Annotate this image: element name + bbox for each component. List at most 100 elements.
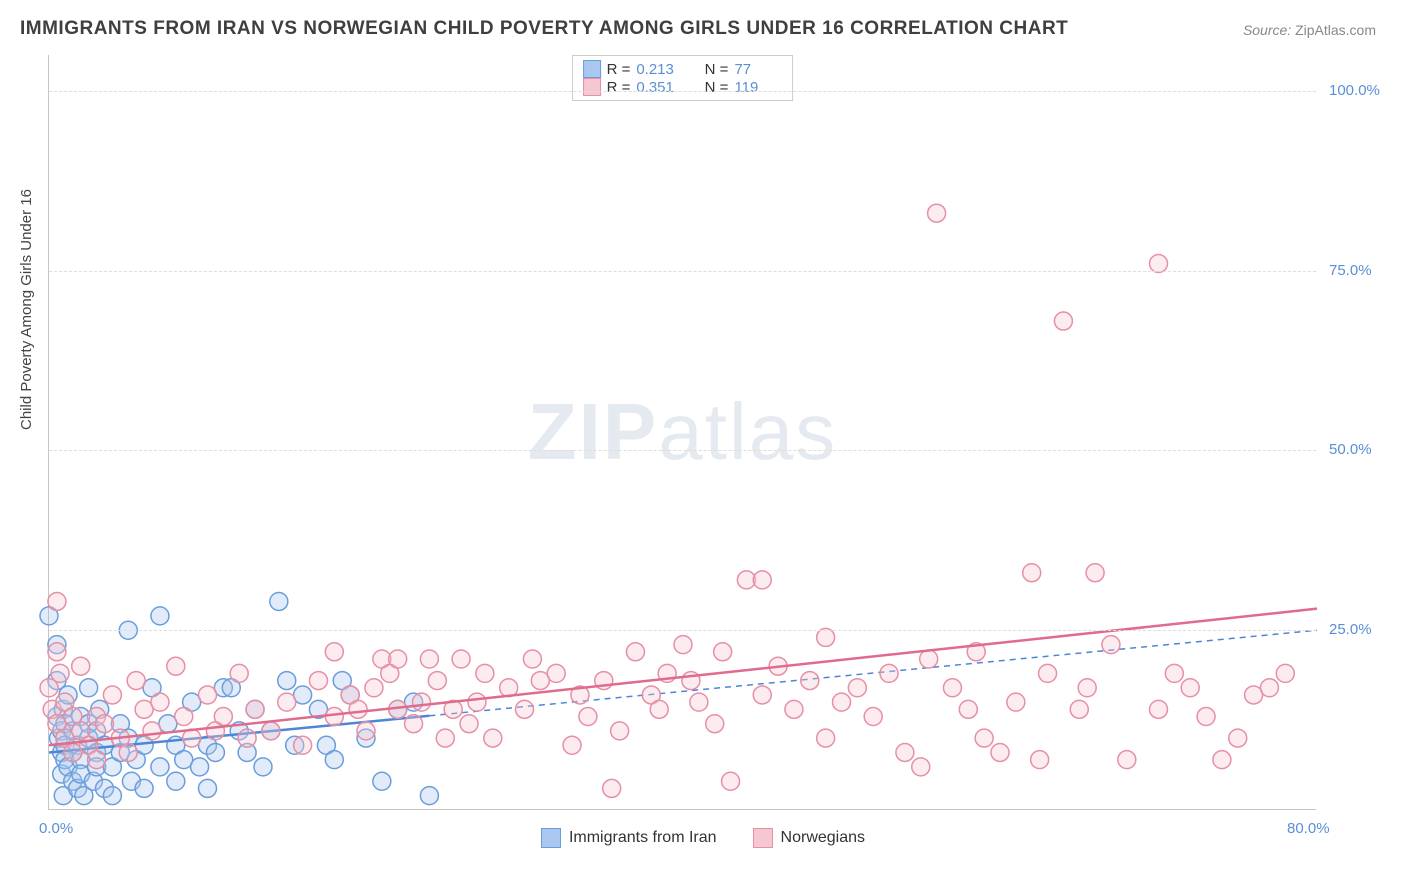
data-point	[349, 700, 367, 718]
data-point	[975, 729, 993, 747]
data-point	[476, 664, 494, 682]
chart-container: IMMIGRANTS FROM IRAN VS NORWEGIAN CHILD …	[0, 0, 1406, 892]
data-point	[135, 779, 153, 797]
data-point	[214, 708, 232, 726]
data-point	[412, 693, 430, 711]
source-attribution: Source: ZipAtlas.com	[1243, 22, 1376, 38]
legend-swatch	[583, 60, 601, 78]
legend-item: Immigrants from Iran	[541, 828, 717, 848]
legend-row: R = 0.351 N = 119	[583, 78, 783, 96]
data-point	[1276, 664, 1294, 682]
data-point	[199, 686, 217, 704]
data-point	[51, 664, 69, 682]
legend-r-value: 0.213	[636, 61, 684, 78]
legend-r-key: R =	[607, 79, 631, 96]
data-point	[523, 650, 541, 668]
data-point	[88, 751, 106, 769]
data-point	[167, 657, 185, 675]
y-tick-label: 100.0%	[1329, 82, 1380, 99]
data-point	[246, 700, 264, 718]
data-point	[373, 772, 391, 790]
data-point	[722, 772, 740, 790]
data-point	[920, 650, 938, 668]
data-point	[1086, 564, 1104, 582]
data-point	[452, 650, 470, 668]
data-point	[801, 672, 819, 690]
data-point	[80, 679, 98, 697]
legend-n-value: 119	[734, 79, 782, 96]
correlation-legend: R = 0.213 N = 77R = 0.351 N = 119	[572, 55, 794, 101]
data-point	[1165, 664, 1183, 682]
legend-r-value: 0.351	[636, 79, 684, 96]
data-point	[1150, 700, 1168, 718]
data-point	[848, 679, 866, 697]
data-point	[991, 743, 1009, 761]
data-point	[103, 787, 121, 805]
series-legend: Immigrants from Iran Norwegians	[0, 828, 1406, 853]
data-point	[405, 715, 423, 733]
data-point	[72, 657, 90, 675]
data-point	[167, 772, 185, 790]
source-label: Source:	[1243, 22, 1291, 38]
data-point	[1118, 751, 1136, 769]
data-point	[262, 722, 280, 740]
data-point	[674, 636, 692, 654]
y-tick-label: 25.0%	[1329, 621, 1372, 638]
data-point	[753, 686, 771, 704]
data-point	[468, 693, 486, 711]
data-point	[959, 700, 977, 718]
scatter-plot: ZIPatlas R = 0.213 N = 77R = 0.351 N = 1…	[48, 55, 1316, 810]
data-point	[896, 743, 914, 761]
data-point	[1213, 751, 1231, 769]
data-point	[278, 693, 296, 711]
data-point	[151, 758, 169, 776]
data-point	[943, 679, 961, 697]
data-point	[1260, 679, 1278, 697]
gridline	[49, 630, 1316, 631]
chart-title: IMMIGRANTS FROM IRAN VS NORWEGIAN CHILD …	[20, 18, 1068, 40]
plot-svg	[49, 55, 1316, 809]
legend-n-key: N =	[705, 79, 729, 96]
legend-n-value: 77	[734, 61, 782, 78]
data-point	[436, 729, 454, 747]
data-point	[238, 729, 256, 747]
legend-item: Norwegians	[753, 828, 865, 848]
data-point	[714, 643, 732, 661]
data-point	[1197, 708, 1215, 726]
legend-swatch	[583, 78, 601, 96]
legend-row: R = 0.213 N = 77	[583, 60, 783, 78]
data-point	[1031, 751, 1049, 769]
data-point	[151, 693, 169, 711]
data-point	[175, 708, 193, 726]
data-point	[611, 722, 629, 740]
data-point	[547, 664, 565, 682]
data-point	[484, 729, 502, 747]
data-point	[127, 672, 145, 690]
data-point	[460, 715, 478, 733]
data-point	[325, 643, 343, 661]
data-point	[1181, 679, 1199, 697]
data-point	[817, 729, 835, 747]
data-point	[199, 779, 217, 797]
gridline	[49, 91, 1316, 92]
data-point	[1102, 636, 1120, 654]
data-point	[603, 779, 621, 797]
data-point	[357, 722, 375, 740]
data-point	[690, 693, 708, 711]
legend-swatch	[541, 828, 561, 848]
data-point	[1007, 693, 1025, 711]
data-point	[785, 700, 803, 718]
data-point	[1078, 679, 1096, 697]
data-point	[294, 736, 312, 754]
data-point	[270, 592, 288, 610]
data-point	[626, 643, 644, 661]
data-point	[1039, 664, 1057, 682]
data-point	[230, 664, 248, 682]
data-point	[119, 743, 137, 761]
data-point	[1023, 564, 1041, 582]
data-point	[325, 751, 343, 769]
data-point	[206, 743, 224, 761]
data-point	[95, 715, 113, 733]
legend-series-name: Norwegians	[781, 829, 865, 847]
data-point	[278, 672, 296, 690]
